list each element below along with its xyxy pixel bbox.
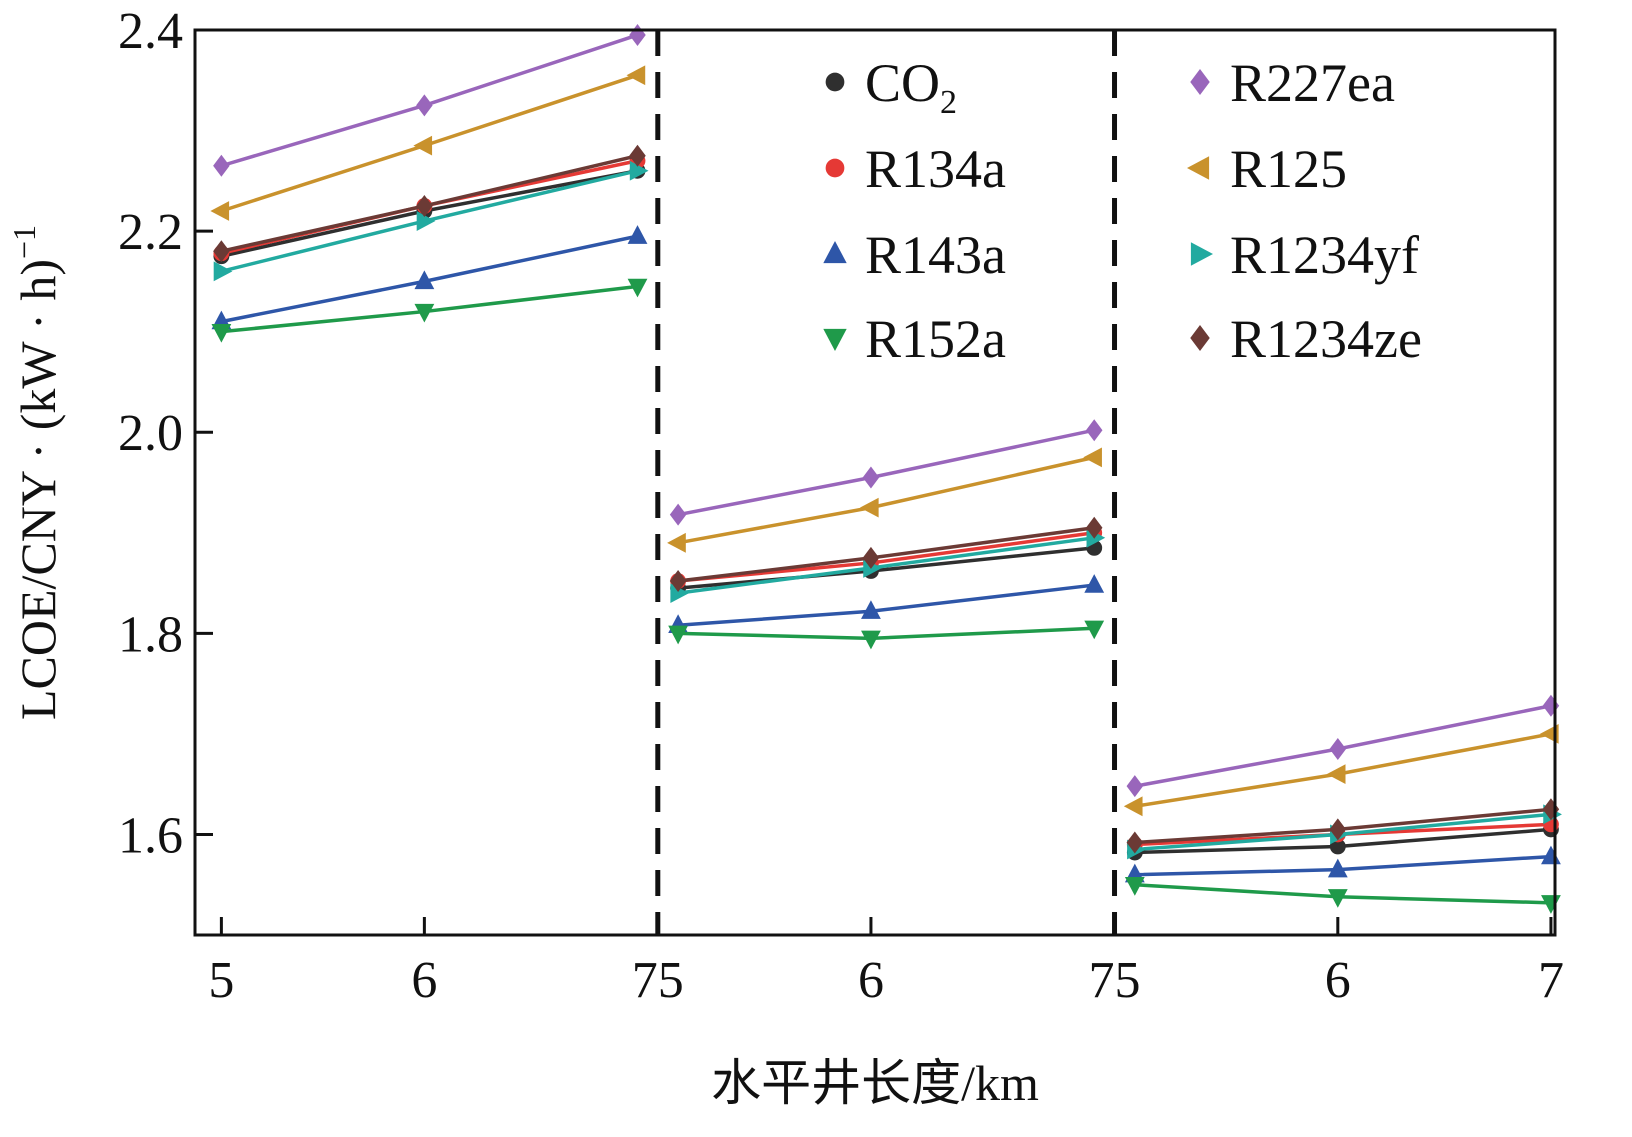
y-tick-label: 1.6: [118, 807, 183, 864]
series-r125: [210, 65, 1559, 817]
data-point: [1084, 620, 1105, 640]
legend-marker: [825, 72, 845, 92]
data-point: [861, 600, 881, 619]
data-point: [1541, 895, 1561, 914]
data-point: [859, 497, 879, 518]
x-tick-label: 5: [208, 952, 234, 1009]
legend-marker: [1190, 242, 1213, 266]
legend-label: R227ea: [1230, 53, 1395, 113]
legend-item: R143a: [823, 225, 1006, 285]
x-tick-label: 7: [1538, 952, 1564, 1009]
axis-ticks: 1.6 1.8 2.0 2.2 2.4 5 6 75 6 75 6 7: [118, 3, 1564, 1009]
data-point: [670, 583, 690, 604]
legend-label: CO2: [865, 53, 957, 121]
data-point: [213, 154, 230, 177]
legend-item: R1234ze: [1190, 309, 1422, 369]
legend-item: CO2: [825, 53, 957, 121]
data-point: [1085, 516, 1103, 539]
data-point: [416, 194, 433, 217]
data-point: [1542, 694, 1560, 717]
legend-label: R152a: [865, 309, 1006, 369]
data-point: [626, 65, 646, 86]
y-axis-title-exponent: −1: [6, 225, 42, 259]
data-point: [668, 625, 689, 645]
plot-frame: [193, 28, 1557, 937]
y-axis-title-main: LCOE/CNY · (kW · h): [10, 259, 66, 720]
legend-marker: [1187, 156, 1210, 180]
data-point: [862, 466, 880, 489]
data-point: [1126, 775, 1144, 798]
legend-item: R134a: [825, 139, 1006, 199]
x-tick-label: 75: [632, 952, 684, 1009]
data-point: [667, 532, 686, 553]
legend-item: R1234yf: [1190, 225, 1419, 285]
data-point: [627, 278, 648, 298]
series-line: [677, 536, 1095, 595]
legend-label: R143a: [865, 225, 1006, 285]
data-point: [627, 225, 648, 244]
x-axis-title: 水平井长度/km: [711, 1055, 1039, 1111]
data-point: [211, 323, 232, 343]
data-point: [861, 630, 881, 650]
legend-label: R125: [1230, 139, 1347, 199]
legend-item: R152a: [823, 309, 1006, 369]
data-point: [1084, 574, 1105, 593]
series-r143a: [211, 225, 1561, 883]
data-point: [1329, 737, 1347, 760]
data-point: [629, 144, 646, 167]
x-tick-label: 6: [858, 952, 884, 1009]
series-r227ea: [213, 24, 1560, 798]
legend-label: R134a: [865, 139, 1006, 199]
data-point: [213, 261, 233, 282]
data-point: [862, 546, 880, 569]
data-point: [1083, 447, 1102, 468]
legend-marker: [1190, 325, 1210, 351]
y-tick-label: 2.2: [118, 204, 183, 261]
data-point: [629, 24, 646, 47]
series-line: [677, 455, 1095, 545]
y-tick-label: 2.4: [118, 3, 183, 60]
data-point: [416, 211, 436, 231]
data-point: [1329, 838, 1346, 855]
series-line: [677, 583, 1095, 628]
legend-label: R1234ze: [1230, 309, 1422, 369]
legend-item: R227ea: [1190, 53, 1395, 113]
series-line: [677, 546, 1095, 590]
data-point: [416, 94, 433, 117]
legend-item: R125: [1187, 139, 1347, 199]
data-point: [669, 570, 687, 593]
data-point: [1085, 419, 1103, 442]
y-tick-label: 2.0: [118, 405, 183, 462]
legend: CO2 R134a R143a R152a R227ea R125 R1234yf R1234…: [823, 53, 1422, 369]
y-tick-label: 1.8: [118, 606, 183, 663]
data-point: [1329, 818, 1347, 841]
series-line: [678, 626, 1095, 641]
series-r152a: [211, 278, 1561, 914]
legend-marker: [1190, 69, 1210, 95]
data-point: [210, 201, 230, 221]
data-point: [1123, 796, 1143, 817]
y-axis-title: LCOE/CNY · (kW · h)−1: [6, 225, 66, 720]
data-point: [1541, 845, 1561, 865]
legend-marker: [825, 158, 845, 178]
data-point: [1326, 764, 1346, 785]
data-point: [669, 503, 687, 526]
data-point: [629, 160, 649, 181]
x-tick-label: 6: [1325, 952, 1351, 1009]
data-point: [414, 303, 435, 323]
legend-marker: [823, 241, 847, 264]
data-point: [414, 270, 435, 290]
data-point: [1126, 831, 1144, 854]
legend-marker: [823, 328, 847, 351]
group-separators: [655, 30, 1118, 935]
data-point: [1327, 889, 1348, 908]
legend-label: R1234yf: [1230, 225, 1419, 285]
data-point: [1124, 877, 1145, 896]
x-tick-label: 6: [411, 952, 437, 1009]
data-point: [413, 135, 433, 156]
x-tick-label: 75: [1089, 952, 1141, 1009]
data-point: [213, 240, 230, 263]
data-point: [1327, 858, 1348, 878]
